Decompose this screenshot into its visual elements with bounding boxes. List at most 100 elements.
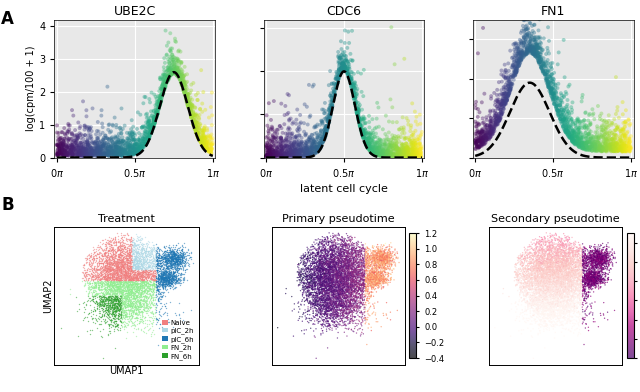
Point xyxy=(556,278,566,285)
Point xyxy=(164,71,174,78)
Point xyxy=(508,73,518,80)
Point xyxy=(324,284,335,290)
Point xyxy=(340,251,350,257)
Point xyxy=(534,281,544,287)
Point xyxy=(541,263,551,269)
Point xyxy=(547,236,557,243)
Point xyxy=(165,30,175,36)
Point xyxy=(346,297,356,303)
Point xyxy=(138,255,148,261)
Point xyxy=(554,298,564,304)
Point xyxy=(340,256,351,262)
Point xyxy=(339,285,349,291)
Point xyxy=(369,149,379,155)
Point xyxy=(570,302,580,308)
Point xyxy=(559,278,569,284)
Point xyxy=(134,250,145,257)
Point xyxy=(596,143,607,150)
Point xyxy=(580,295,590,301)
Point xyxy=(561,234,571,241)
Point xyxy=(319,276,330,282)
Point xyxy=(170,276,180,282)
Point xyxy=(577,274,588,280)
Point xyxy=(584,273,595,279)
Point xyxy=(545,281,555,288)
Point xyxy=(587,143,597,149)
Point xyxy=(323,269,333,275)
Point xyxy=(157,254,168,260)
Point xyxy=(90,279,100,285)
Point xyxy=(375,258,385,264)
Point xyxy=(571,307,581,314)
Point xyxy=(127,278,137,284)
Point xyxy=(350,263,360,269)
Point xyxy=(117,305,127,311)
Point xyxy=(547,245,557,251)
Point xyxy=(589,281,599,288)
Point xyxy=(576,261,586,267)
Point xyxy=(540,322,550,328)
Point xyxy=(582,139,593,145)
Point xyxy=(388,255,398,261)
Point xyxy=(566,247,576,253)
Point xyxy=(317,279,328,285)
Point xyxy=(529,39,540,45)
Point xyxy=(342,237,352,243)
Point xyxy=(136,303,147,309)
Point xyxy=(380,273,390,279)
Point xyxy=(125,262,136,268)
Point xyxy=(112,294,122,300)
Point xyxy=(301,262,311,269)
Point xyxy=(132,257,142,263)
Point xyxy=(531,265,541,271)
Point xyxy=(527,269,537,276)
Point xyxy=(129,151,139,157)
Point xyxy=(538,249,548,256)
Point xyxy=(175,274,186,280)
Point xyxy=(613,147,623,154)
Point xyxy=(350,289,360,295)
Point xyxy=(128,274,138,281)
Point xyxy=(126,290,136,296)
Point xyxy=(116,140,126,146)
Point xyxy=(150,253,161,259)
Point xyxy=(545,261,555,267)
Point xyxy=(316,138,326,144)
Point xyxy=(566,279,577,286)
Point xyxy=(104,271,114,278)
Point xyxy=(365,140,376,146)
Point xyxy=(100,285,110,292)
Point xyxy=(545,257,555,263)
Point xyxy=(70,132,80,138)
Point xyxy=(109,303,120,310)
Point xyxy=(556,276,566,282)
Point xyxy=(346,246,356,252)
Point xyxy=(317,277,327,283)
Point xyxy=(284,138,294,144)
Point xyxy=(532,290,542,296)
Point xyxy=(574,277,584,283)
Point xyxy=(168,258,178,264)
Point xyxy=(109,303,119,309)
Point xyxy=(547,293,557,299)
Point xyxy=(181,97,191,103)
Point xyxy=(590,144,600,151)
Point xyxy=(131,230,141,237)
Point xyxy=(98,143,108,149)
Point xyxy=(559,272,569,279)
Point xyxy=(144,118,154,124)
Point xyxy=(540,258,550,264)
Point xyxy=(113,257,123,263)
Point xyxy=(301,147,311,154)
Point xyxy=(330,265,340,271)
Point xyxy=(586,260,596,266)
Point xyxy=(180,93,191,100)
Point xyxy=(348,301,358,307)
Point xyxy=(340,299,351,305)
Point xyxy=(546,263,556,269)
Point xyxy=(573,331,583,338)
Point xyxy=(352,272,362,279)
Point xyxy=(351,280,362,286)
Point xyxy=(316,306,326,312)
Point xyxy=(116,293,127,299)
